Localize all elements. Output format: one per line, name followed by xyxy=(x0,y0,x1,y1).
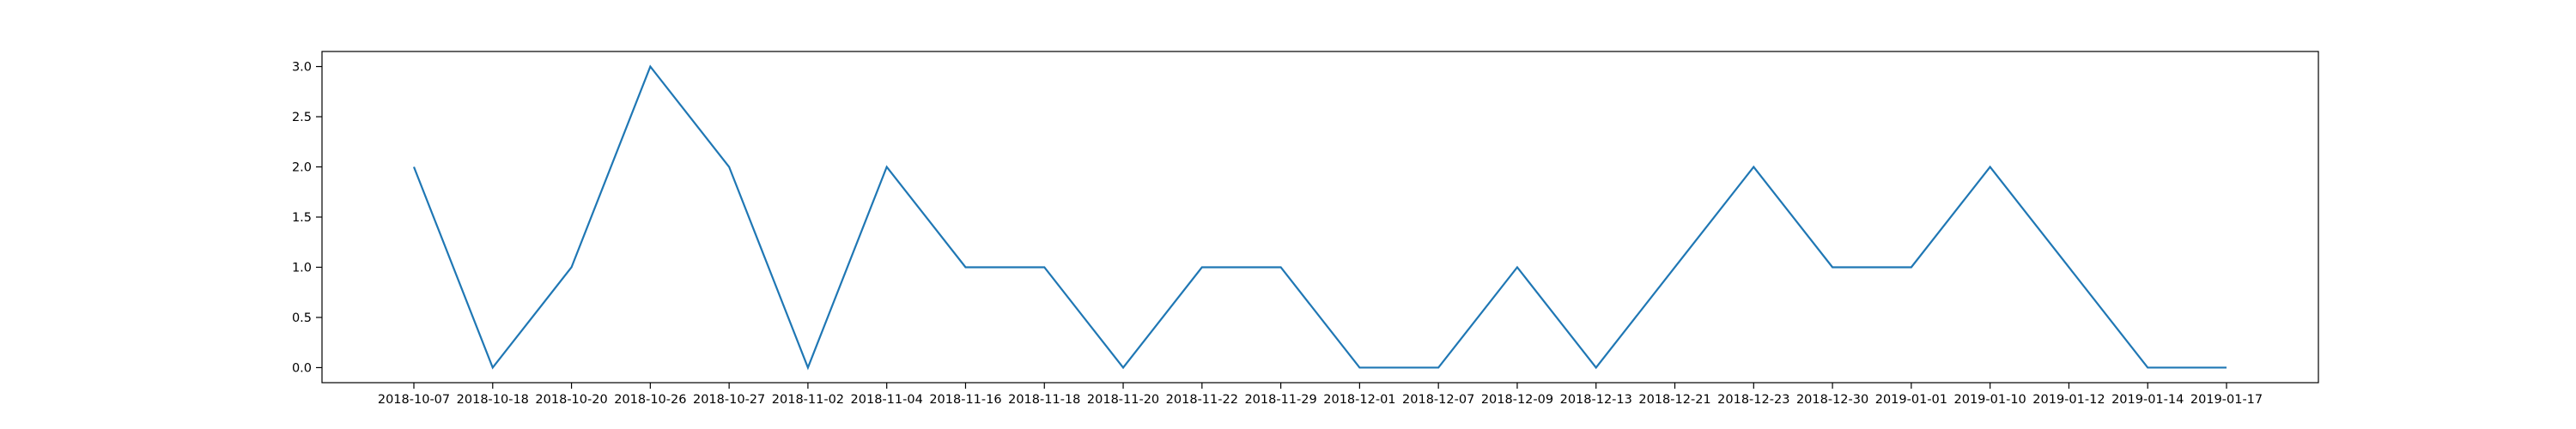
x-tick-label-19: 2019-01-01 xyxy=(1875,393,1947,407)
x-tick-label-8: 2018-11-18 xyxy=(1008,393,1080,407)
x-tick-label-13: 2018-12-07 xyxy=(1402,393,1474,407)
y-tick-label-5: 2.5 xyxy=(292,111,312,124)
x-tick-label-3: 2018-10-26 xyxy=(614,393,686,407)
plot-area: 0.0 0.5 1.0 1.5 2.0 2.5 3.0 2018-10-07 2018-10-1… xyxy=(292,51,2319,407)
x-tick-label-14: 2018-12-09 xyxy=(1481,393,1553,407)
x-tick-label-20: 2019-01-10 xyxy=(1954,393,2026,407)
x-tick-label-2: 2018-10-20 xyxy=(535,393,607,407)
y-tick-label-6: 3.0 xyxy=(292,61,312,75)
x-tick-label-1: 2018-10-18 xyxy=(457,393,529,407)
x-tick-label-21: 2019-01-12 xyxy=(2032,393,2105,407)
x-tick-label-11: 2018-11-29 xyxy=(1244,393,1316,407)
x-tick-label-17: 2018-12-23 xyxy=(1717,393,1789,407)
x-tick-label-22: 2019-01-14 xyxy=(2111,393,2184,407)
y-tick-label-4: 2.0 xyxy=(292,161,312,175)
x-tick-label-7: 2018-11-16 xyxy=(929,393,1001,407)
x-tick-label-4: 2018-10-27 xyxy=(693,393,765,407)
x-tick-label-0: 2018-10-07 xyxy=(378,393,450,407)
x-tick-label-18: 2018-12-30 xyxy=(1796,393,1868,407)
x-tick-label-12: 2018-12-01 xyxy=(1323,393,1395,407)
y-tick-label-3: 1.5 xyxy=(292,211,312,225)
x-tick-label-9: 2018-11-20 xyxy=(1087,393,1159,407)
x-tick-label-6: 2018-11-04 xyxy=(851,393,923,407)
y-tick-label-0: 0.0 xyxy=(292,361,312,375)
x-tick-label-15: 2018-12-13 xyxy=(1560,393,1632,407)
x-tick-label-10: 2018-11-22 xyxy=(1166,393,1238,407)
x-tick-label-23: 2019-01-17 xyxy=(2190,393,2263,407)
series-line xyxy=(412,64,2227,371)
x-tick-label-5: 2018-11-02 xyxy=(772,393,844,407)
y-tick-label-2: 1.0 xyxy=(292,261,312,275)
axes-frame xyxy=(321,51,2319,384)
x-tick-label-16: 2018-12-21 xyxy=(1638,393,1710,407)
y-tick-label-1: 0.5 xyxy=(292,311,312,325)
